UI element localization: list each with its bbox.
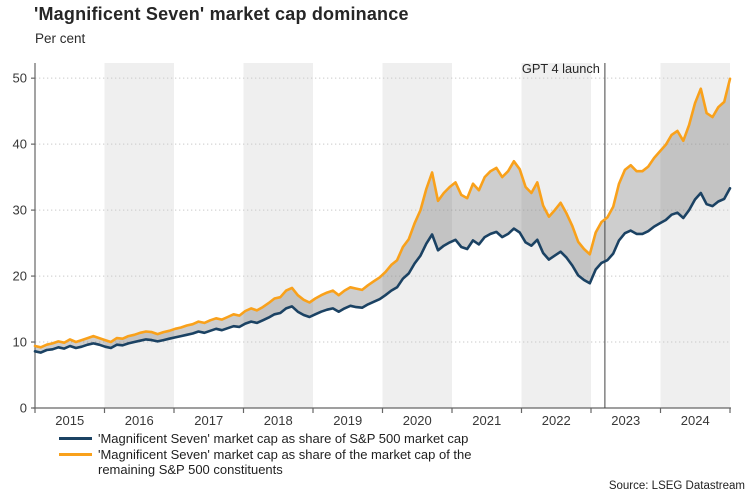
x-tick-label: 2022 xyxy=(542,413,571,427)
y-tick-label: 30 xyxy=(13,203,27,218)
x-tick-label: 2018 xyxy=(264,413,293,427)
y-tick-label: 20 xyxy=(13,269,27,284)
x-tick-label: 2020 xyxy=(403,413,432,427)
y-tick-label: 0 xyxy=(20,401,27,416)
y-tick-label: 50 xyxy=(13,71,27,86)
legend-item: 'Magnificent Seven' market cap as share … xyxy=(59,447,659,477)
y-tick-label: 40 xyxy=(13,137,27,152)
chart-plot-area: 0 10 20 30 40 50 2015 2016 2017 2018 2019 2020 2021 2… xyxy=(13,61,732,427)
y-tick-label: 10 xyxy=(13,335,27,350)
series-line-remaining-share xyxy=(33,77,732,349)
x-tick-label: 2017 xyxy=(194,413,223,427)
x-tick-label: 2016 xyxy=(125,413,154,427)
x-tick-label: 2023 xyxy=(611,413,640,427)
chart-legend: 'Magnificent Seven' market cap as share … xyxy=(59,431,659,478)
source-credit: Source: LSEG Datastream xyxy=(608,480,745,492)
legend-item: 'Magnificent Seven' market cap as share … xyxy=(59,431,659,446)
year-band xyxy=(521,63,591,408)
chart-subtitle: Per cent xyxy=(35,31,86,46)
legend-swatch-orange xyxy=(59,453,92,457)
x-tick-label: 2021 xyxy=(472,413,501,427)
annotation-label: GPT 4 launch xyxy=(522,61,600,76)
year-band xyxy=(243,63,313,408)
chart-title: 'Magnificent Seven' market cap dominance xyxy=(34,4,409,24)
legend-label: 'Magnificent Seven' market cap as share … xyxy=(98,447,472,478)
series-line-sp500-share xyxy=(33,187,732,354)
legend-swatch-blue xyxy=(59,437,92,440)
x-tick-label: 2024 xyxy=(681,413,710,427)
year-band xyxy=(382,63,452,408)
x-tick-label: 2015 xyxy=(55,413,84,427)
legend-label: 'Magnificent Seven' market cap as share … xyxy=(98,431,469,446)
year-band xyxy=(660,63,730,408)
year-band xyxy=(104,63,174,408)
x-tick-label: 2019 xyxy=(333,413,362,427)
